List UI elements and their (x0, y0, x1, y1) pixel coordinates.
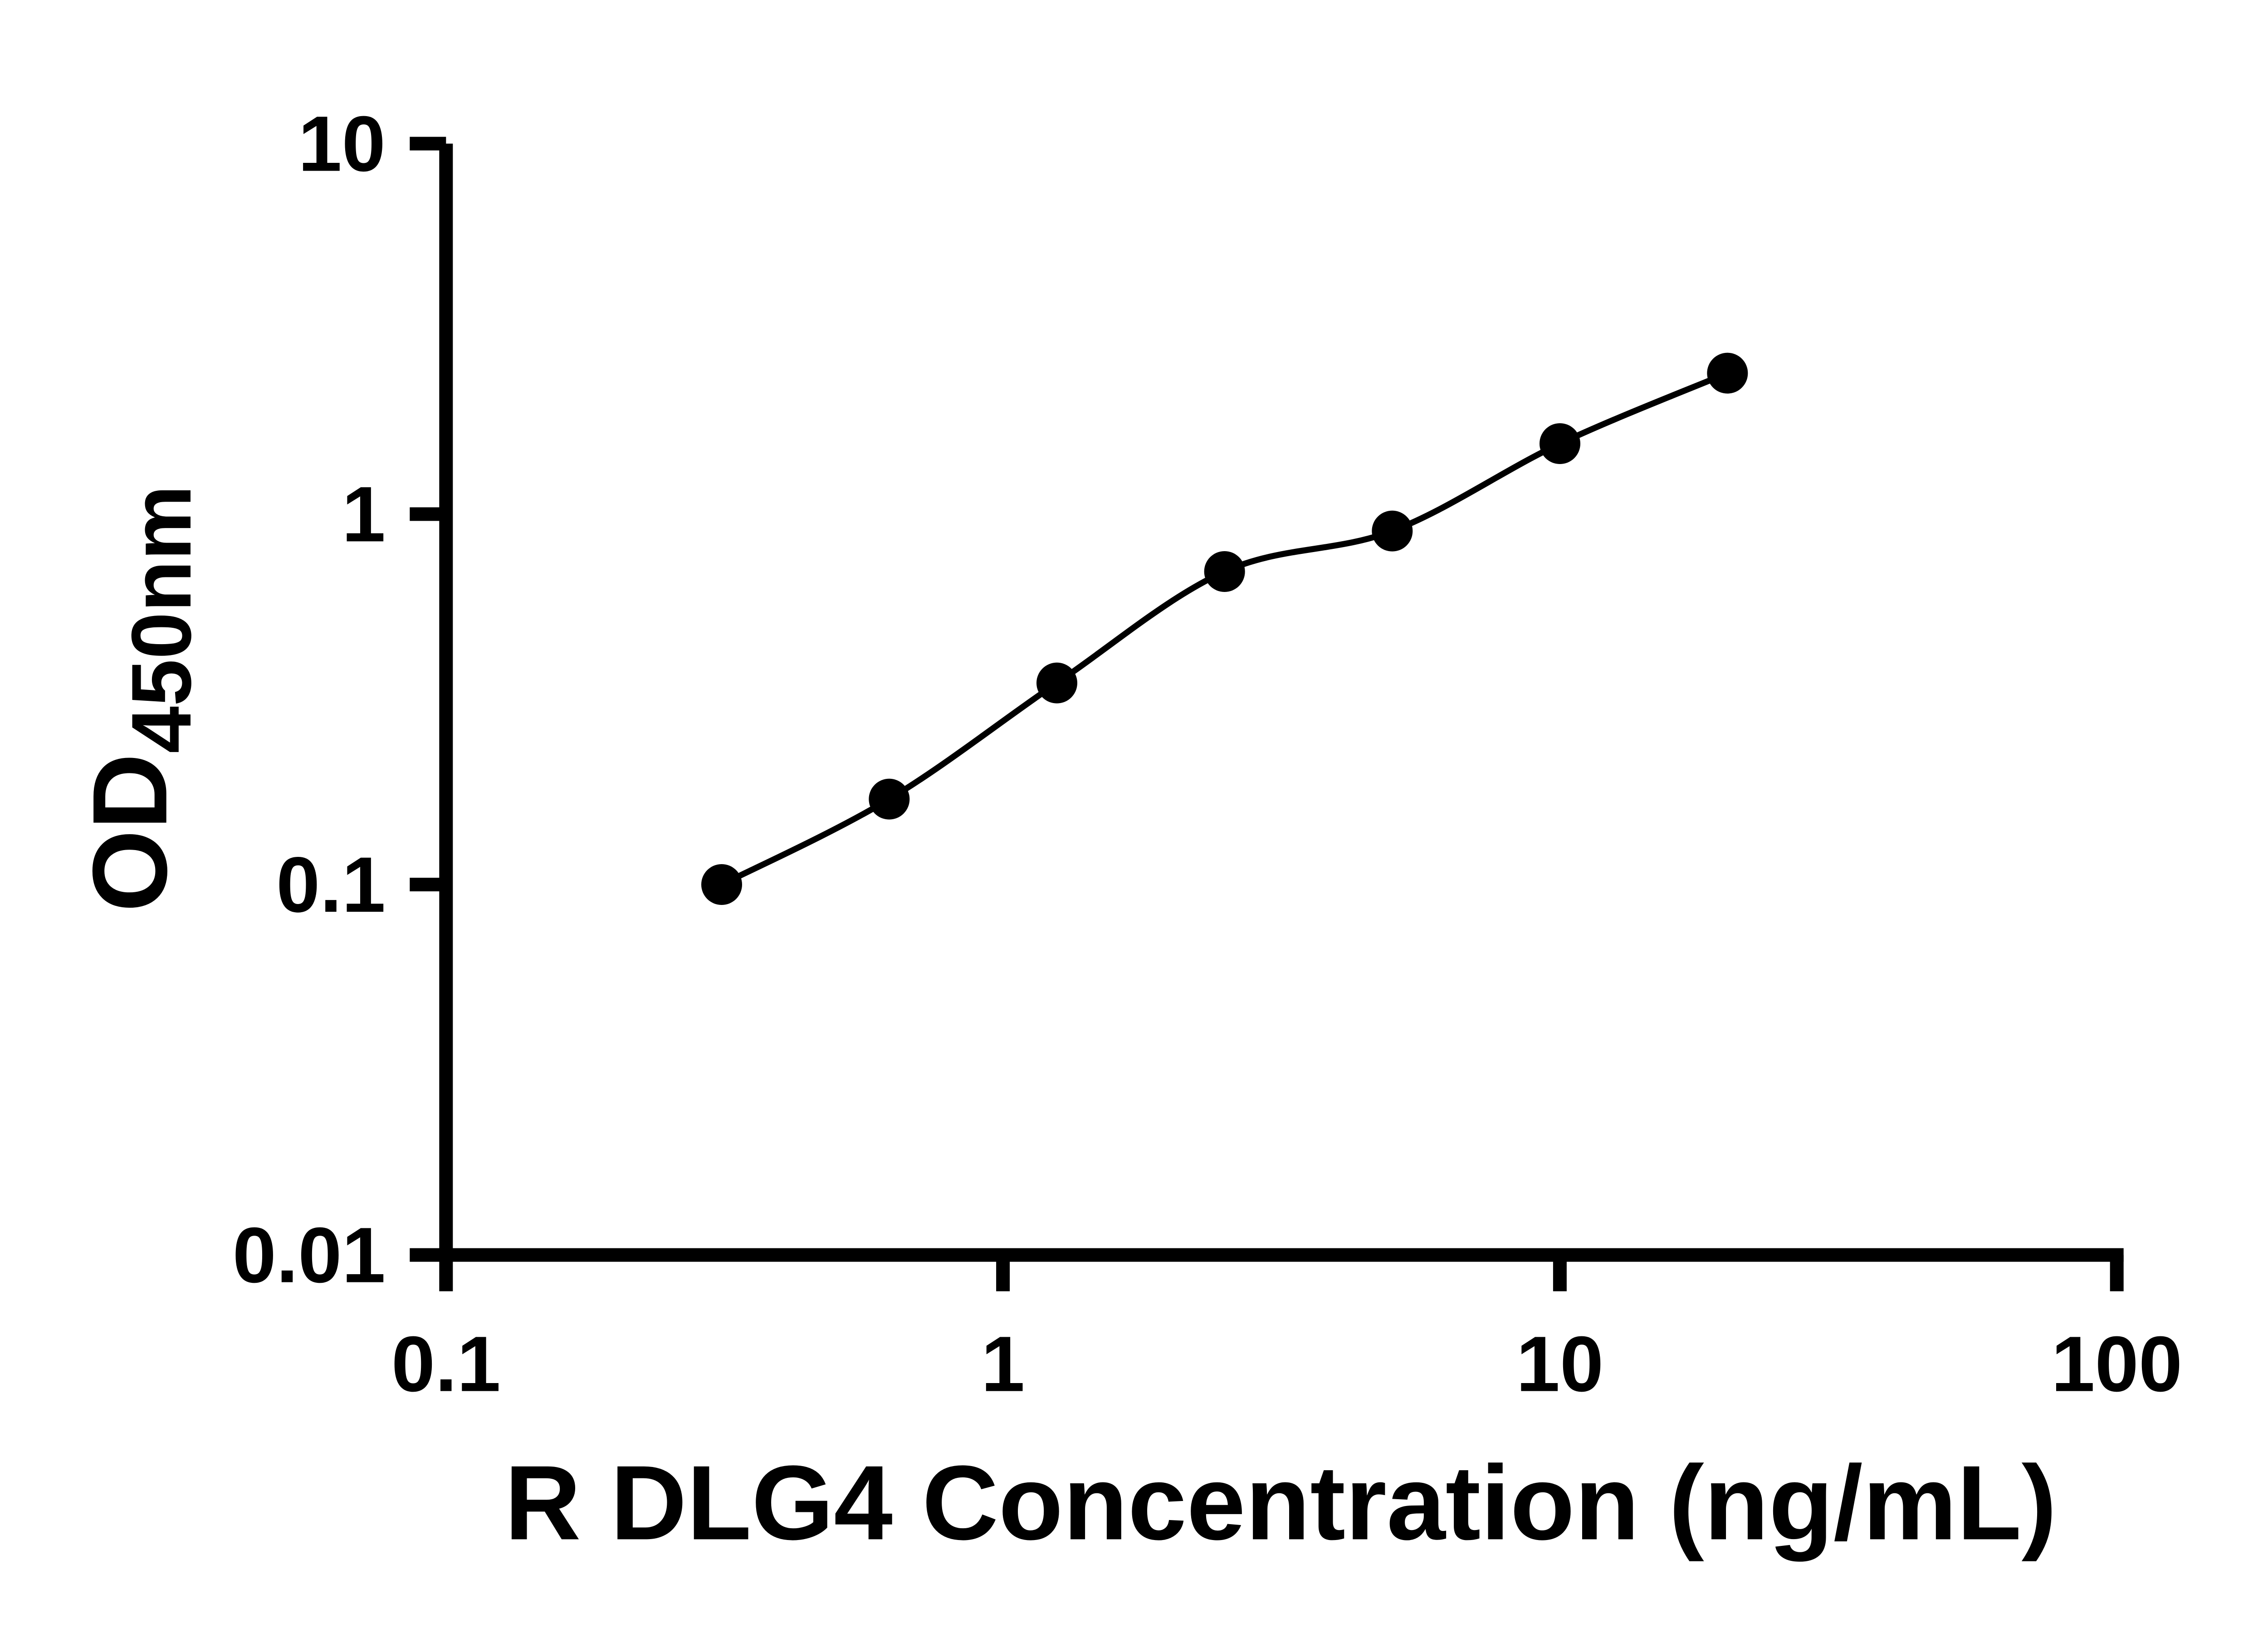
y-axis-title-main: OD (71, 753, 189, 912)
data-point (701, 864, 742, 905)
data-point (1204, 551, 1245, 592)
x-axis-title: R DLG4 Concentration (ng/mL) (504, 1444, 2057, 1562)
y-tick-label: 1 (342, 470, 386, 558)
y-axis-title-sub: 450nm (114, 485, 209, 753)
y-axis-title: OD450nm (71, 485, 209, 912)
data-point (1539, 423, 1580, 464)
data-point (1707, 352, 1748, 394)
x-tick-label: 100 (2051, 1320, 2182, 1408)
y-tick-label: 0.1 (276, 841, 386, 929)
x-tick-label: 10 (1516, 1320, 1603, 1408)
x-tick-label: 0.1 (391, 1320, 501, 1408)
data-point (869, 778, 910, 820)
data-point (1036, 662, 1077, 704)
data-point (1372, 510, 1413, 552)
x-tick-label: 1 (981, 1320, 1025, 1408)
y-tick-label: 10 (298, 100, 386, 188)
y-tick-label: 0.01 (233, 1211, 386, 1299)
